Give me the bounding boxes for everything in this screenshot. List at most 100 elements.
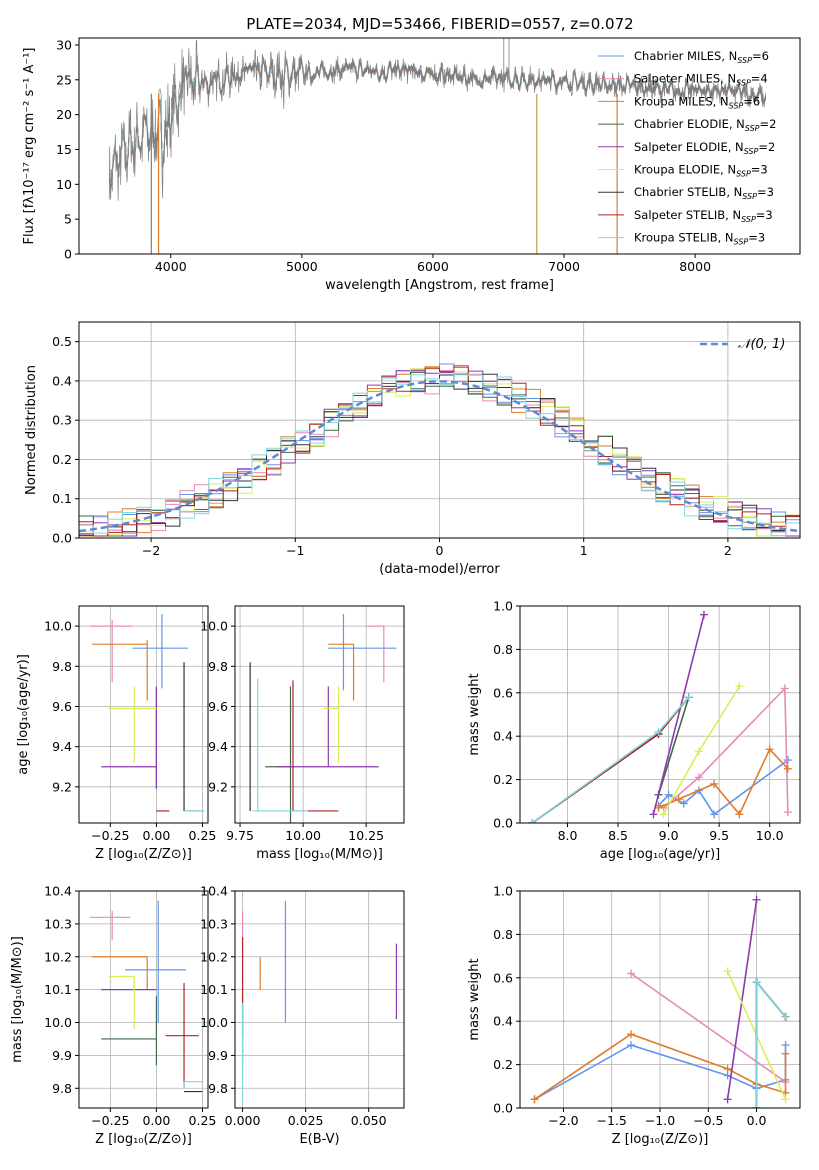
legend-entry: Kroupa MILES, NSSP=6 — [634, 94, 760, 110]
y-tick-label: 0.5 — [52, 334, 72, 349]
legend-entry: Salpeter STELIB, NSSP=3 — [634, 208, 773, 224]
weight-marker — [627, 1041, 636, 1050]
y-tick-label: 1.0 — [493, 884, 513, 899]
data-point-errorbar — [108, 686, 157, 763]
data-point-errorbar — [101, 996, 157, 1066]
data-point-errorbar — [366, 625, 385, 683]
weight-marker — [694, 773, 703, 782]
legend-entry: Chabrier MILES, NSSP=6 — [634, 49, 769, 65]
x-axis-label: Z [log₁₀(Z/Z⊙)] — [95, 847, 192, 862]
y-tick-label: 9.6 — [52, 699, 72, 714]
weight-marker — [649, 810, 658, 819]
plot-area — [530, 895, 790, 1108]
weight-marker — [684, 693, 693, 702]
axes-frame — [78, 321, 801, 539]
x-tick-label: 8.0 — [558, 828, 578, 843]
weight-marker — [659, 810, 668, 819]
y-tick-label: 10.4 — [200, 884, 228, 899]
x-tick-label: 0.025 — [288, 1113, 324, 1128]
x-tick-label: 5000 — [286, 259, 318, 274]
y-tick-label: 30 — [56, 37, 72, 52]
weight-marker — [699, 610, 708, 619]
weight-marker — [723, 1064, 732, 1073]
data-point-errorbar — [328, 614, 397, 691]
y-tick-label: 15 — [56, 142, 72, 157]
data-point-errorbar — [91, 956, 148, 990]
data-point-errorbar — [183, 1081, 203, 1089]
data-point-errorbar — [292, 680, 339, 812]
x-tick-label: −0.25 — [91, 1113, 129, 1128]
x-tick-label: 0.000 — [225, 1113, 261, 1128]
panel-age_vs_mass: 9.75 10.00 10.25 9.2 9.4 9.6 9.8 10.0 mass [log₁… — [200, 605, 405, 862]
weight-marker — [752, 978, 761, 987]
x-axis-label: wavelength [Angstrom, rest frame] — [325, 278, 554, 293]
y-tick-label: 10.4 — [44, 884, 72, 899]
x-axis-label: (data-model)/error — [379, 562, 500, 577]
y-tick-label: 10.0 — [200, 1015, 228, 1030]
y-tick-label: 9.2 — [208, 779, 228, 794]
model-spectrum-line — [108, 54, 767, 185]
weight-series-line — [658, 747, 789, 816]
residual-histogram-step — [79, 365, 800, 537]
weight-marker — [674, 795, 683, 804]
y-tick-label: 10.3 — [44, 916, 72, 931]
x-tick-label: 0.00 — [142, 828, 170, 843]
weight-marker — [664, 790, 673, 799]
axes-frame — [78, 605, 209, 824]
y-tick-label: 9.8 — [208, 1081, 228, 1096]
x-tick-label: 0 — [436, 543, 444, 558]
y-tick-label: 10.2 — [44, 949, 72, 964]
x-tick-label: 0.050 — [351, 1113, 387, 1128]
plot-area — [108, 38, 767, 254]
residual-histogram-step — [79, 373, 800, 537]
y-tick-label: 0.4 — [493, 1014, 513, 1029]
axes-frame — [78, 890, 209, 1109]
axes-frame — [519, 890, 801, 1109]
y-tick-label: 9.4 — [52, 739, 72, 754]
x-tick-label: 9.75 — [226, 828, 254, 843]
data-point-errorbar — [91, 640, 148, 701]
weight-marker — [530, 1095, 539, 1104]
y-tick-label: 10.1 — [200, 982, 228, 997]
y-tick-label: 9.8 — [208, 659, 228, 674]
x-axis-label: Z [log₁₀(Z/Z⊙)] — [612, 1132, 709, 1147]
weight-marker — [781, 1041, 790, 1050]
x-tick-label: 6000 — [417, 259, 449, 274]
data-point-errorbar — [265, 686, 292, 823]
data-point-errorbar — [132, 614, 188, 689]
y-tick-label: 0.2 — [493, 772, 513, 787]
data-point-errorbar — [323, 686, 340, 763]
y-axis-label: mass weight — [467, 673, 482, 755]
weight-marker — [735, 810, 744, 819]
y-tick-label: 5 — [64, 212, 72, 227]
weight-marker — [781, 1095, 790, 1104]
data-point-errorbar — [165, 983, 199, 1089]
y-axis-label: Normed distribution — [24, 365, 39, 495]
data-point-errorbar — [125, 900, 186, 1023]
y-tick-label: 9.9 — [52, 1048, 72, 1063]
panel-weight_vs_age: 8.0 8.5 9.0 9.5 10.0 0.0 0.2 0.4 0.6 0.8 1.0 age [l… — [467, 599, 801, 862]
x-axis-label: age [log₁₀(age/yr)] — [600, 847, 721, 862]
y-tick-label: 0.0 — [52, 531, 72, 546]
y-tick-label: 10.0 — [44, 1015, 72, 1030]
y-tick-label: 0.6 — [493, 970, 513, 985]
data-point-errorbar — [277, 686, 379, 768]
x-tick-label: −2.0 — [548, 1113, 578, 1128]
legend-entry: Kroupa ELODIE, NSSP=3 — [634, 163, 768, 179]
y-tick-label: 1.0 — [493, 599, 513, 614]
panel-spectrum: 4000 5000 6000 7000 8000 0 5 10 15 20 25 30 waveleng… — [22, 37, 801, 293]
legend-entry: Salpeter MILES, NSSP=4 — [634, 72, 768, 88]
data-point-errorbar — [328, 643, 355, 701]
weight-marker — [723, 967, 732, 976]
x-tick-label: 9.0 — [659, 828, 679, 843]
y-tick-label: 10.2 — [200, 949, 228, 964]
axes-frame — [78, 37, 801, 255]
weight-marker — [679, 799, 688, 808]
x-tick-label: 0.25 — [189, 1113, 217, 1128]
plot-area — [79, 363, 800, 537]
y-tick-label: 9.8 — [52, 1081, 72, 1096]
y-axis-label: mass [log₁₀(M/M⊙)] — [10, 936, 25, 1063]
weight-series-line — [630, 972, 786, 1083]
x-tick-label: 4000 — [155, 259, 187, 274]
